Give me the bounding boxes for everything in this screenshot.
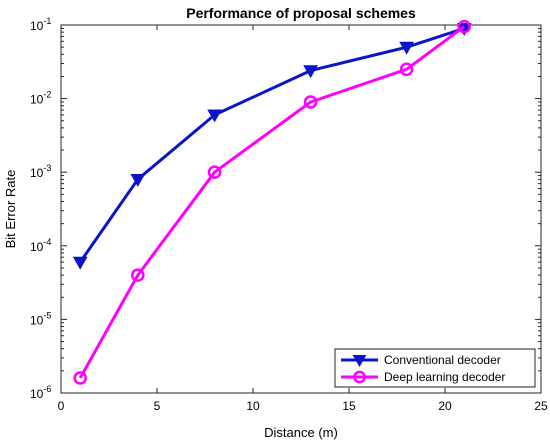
y-tick-base: 10	[30, 166, 44, 180]
plot-area	[60, 24, 542, 394]
legend-label: Conventional decoder	[384, 353, 501, 367]
circle-marker	[399, 62, 414, 77]
legend-entries: Conventional decoder Deep learning decode…	[341, 353, 505, 384]
series-layer	[72, 19, 472, 385]
legend-box	[334, 348, 536, 388]
x-axis-label: Distance (m)	[264, 425, 338, 440]
circle-marker	[303, 95, 318, 109]
circle-marker	[457, 19, 471, 34]
y-tick-exponent: -2	[43, 90, 51, 100]
y-tick-exponent: -1	[43, 16, 51, 26]
y-tick-label: 10-6	[30, 384, 51, 401]
y-tick-label: 10-5	[30, 310, 51, 327]
series-line	[78, 25, 466, 379]
circle-marker	[207, 165, 222, 179]
x-tick-label: 0	[58, 399, 65, 413]
triangle-marker	[399, 41, 414, 55]
y-tick-label: 10-4	[30, 237, 51, 254]
y-tick-base: 10	[30, 240, 44, 254]
y-axis-label: Bit Error Rate	[3, 170, 18, 249]
triangle-marker	[303, 65, 318, 79]
y-tick-label: 10-1	[30, 16, 51, 33]
triangle-marker	[207, 109, 222, 123]
y-tick-base: 10	[30, 93, 44, 107]
series-conventional-decoder	[72, 22, 472, 270]
legend-label: Deep learning decoder	[384, 370, 505, 384]
y-tick-exponent: -3	[43, 163, 51, 173]
y-tick-exponent: -4	[43, 237, 51, 247]
series-line	[78, 26, 465, 263]
y-tick-exponent: -6	[43, 384, 51, 394]
circle-marker	[73, 371, 87, 385]
y-tick-base: 10	[30, 313, 44, 327]
legend: Conventional decoder Deep learning decode…	[334, 348, 536, 388]
y-tick-exponent: -5	[43, 310, 51, 320]
x-tick-label: 15	[342, 399, 356, 413]
triangle-marker	[72, 256, 88, 270]
x-tick-label: 10	[246, 399, 260, 413]
y-tick-label: 10-2	[30, 90, 51, 107]
x-tick-label: 20	[438, 399, 452, 413]
series-deep-learning-decoder	[73, 19, 471, 385]
y-tick-label: 10-3	[30, 163, 51, 180]
triangle-marker	[352, 355, 367, 368]
y-tick-base: 10	[30, 19, 44, 33]
y-tick-base: 10	[30, 387, 44, 401]
x-tick-label: 5	[154, 399, 161, 413]
circle-marker	[353, 370, 366, 384]
circle-marker	[131, 268, 145, 282]
x-tick-label: 25	[534, 399, 548, 413]
triangle-marker	[130, 173, 146, 187]
chart-title: Performance of proposal schemes	[186, 5, 416, 21]
